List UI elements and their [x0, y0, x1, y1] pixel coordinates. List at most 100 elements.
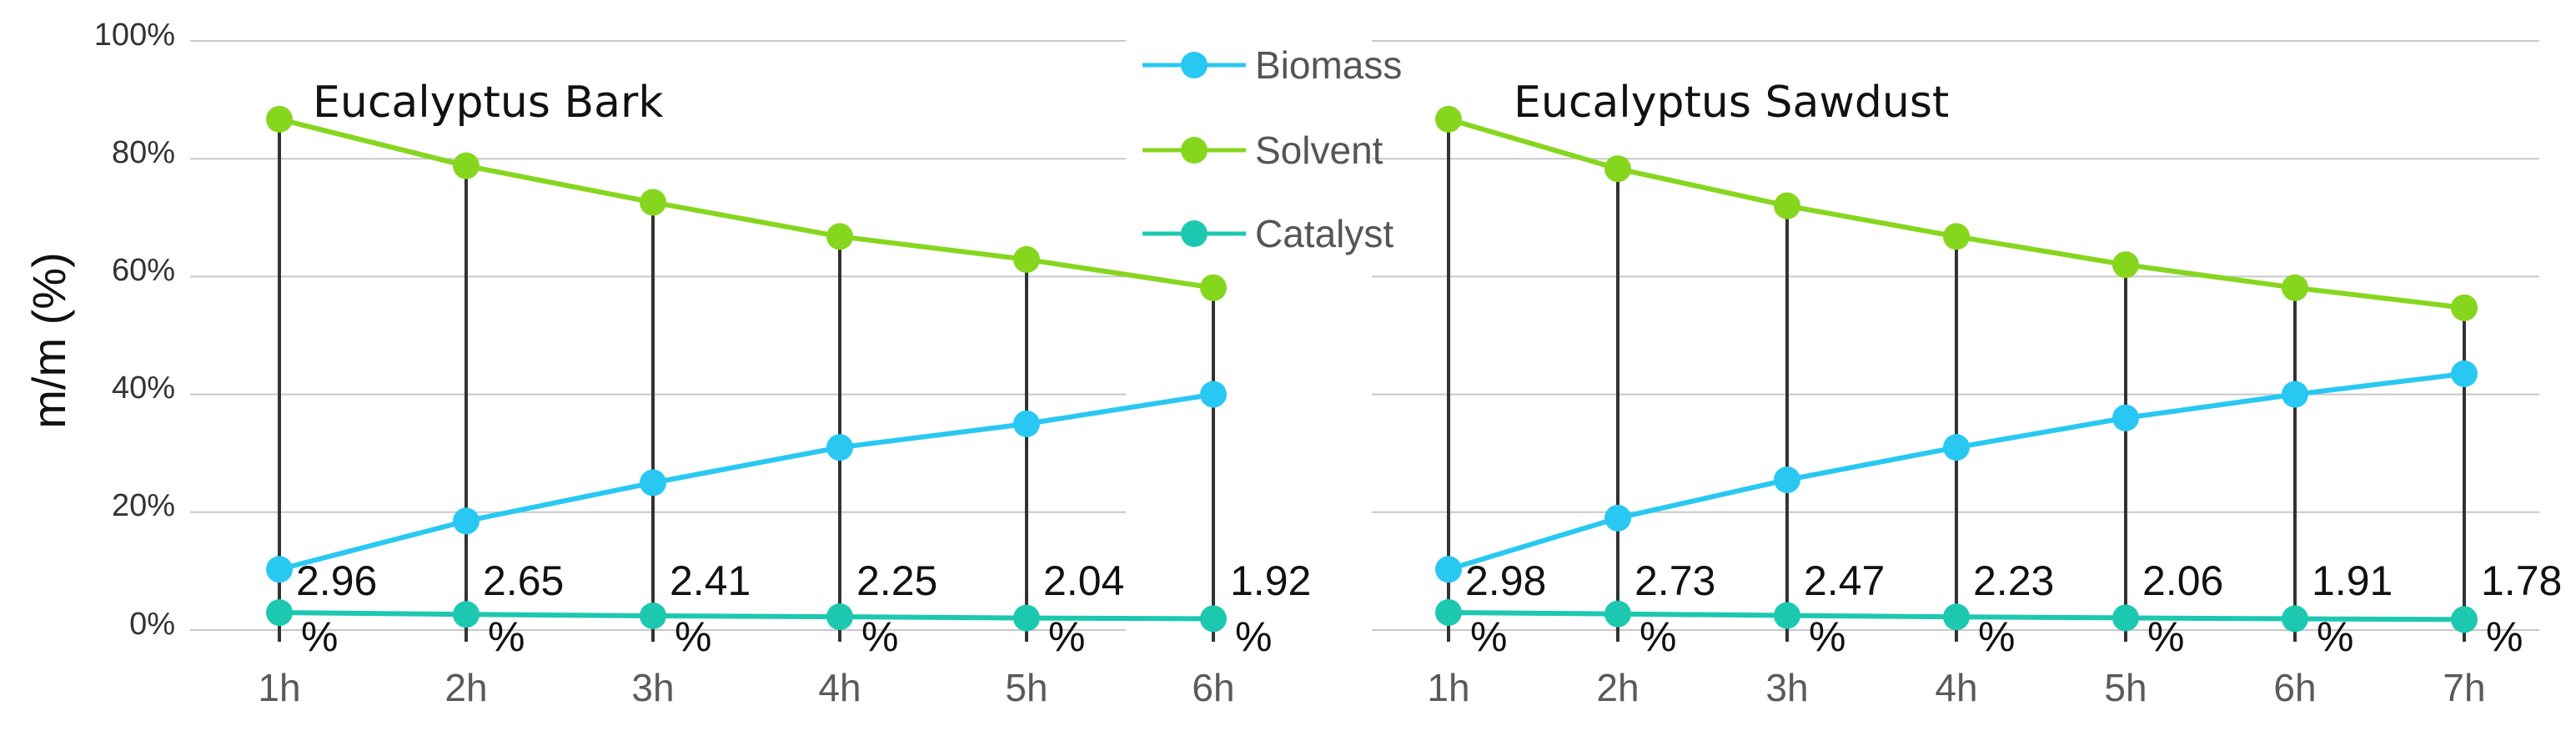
catalyst-value-unit: % — [1470, 613, 1507, 660]
data-point-solvent — [2451, 294, 2478, 321]
series-line-biomass — [279, 391, 1214, 572]
data-point-solvent — [1943, 223, 1970, 250]
data-point-biomass — [640, 469, 666, 497]
data-point-biomass — [1013, 410, 1040, 437]
data-point-biomass — [826, 434, 853, 461]
data-point-catalyst — [266, 599, 293, 627]
catalyst-value-label: 2.25 — [856, 557, 937, 604]
data-point-catalyst — [1604, 600, 1631, 628]
chart-panel-sawdust: Eucalyptus Sawdust 1h 2h 3h 4h 5h 6h 7h 2.98% 2.7… — [1372, 40, 2562, 709]
catalyst-value-label: 1.91 — [2312, 557, 2393, 604]
data-point-catalyst — [826, 603, 853, 631]
x-tick-label: 7h — [2443, 666, 2485, 709]
catalyst-value-unit: % — [1978, 613, 2015, 660]
catalyst-value-unit: % — [301, 613, 338, 660]
chart-panel-bark: Eucalyptus Bark 1h 2h 3h 4h 5h 6h 2.96% 2.65% 2.4… — [190, 40, 1311, 709]
catalyst-value-unit: % — [675, 613, 711, 660]
y-tick-labels: 0% 20% 40% 60% 80% 100% — [94, 18, 175, 642]
data-point-biomass — [266, 556, 293, 583]
catalyst-value-label: 2.04 — [1043, 557, 1124, 604]
legend-swatch-marker — [1181, 137, 1208, 164]
data-point-catalyst — [640, 602, 666, 629]
x-tick-label: 2h — [444, 666, 487, 709]
data-point-catalyst — [1013, 604, 1040, 632]
data-point-catalyst — [2282, 605, 2308, 633]
legend-swatch-marker — [1181, 220, 1208, 247]
data-point-catalyst — [1943, 603, 1970, 631]
data-point-biomass — [1200, 381, 1227, 408]
y-tick-label: 60% — [112, 253, 175, 288]
catalyst-value-unit: % — [2317, 613, 2353, 660]
data-point-catalyst — [2451, 606, 2478, 633]
catalyst-value-unit: % — [2147, 613, 2184, 660]
catalyst-value-unit: % — [1048, 613, 1085, 660]
data-point-solvent — [826, 223, 853, 250]
data-point-solvent — [1774, 192, 1800, 219]
catalyst-value-label: 2.65 — [483, 557, 564, 604]
x-tick-label: 3h — [631, 666, 674, 709]
y-axis-label: m/m (%) — [23, 252, 75, 429]
legend-entry-biomass: Biomass — [1142, 43, 1402, 87]
data-point-catalyst — [453, 601, 480, 628]
legend-entry-solvent: Solvent — [1142, 129, 1383, 172]
data-point-biomass — [2112, 404, 2139, 431]
series-line-solvent — [279, 116, 1214, 290]
legend: Biomass Solvent Catalyst — [1142, 43, 1402, 255]
data-point-biomass — [1435, 556, 1462, 583]
x-tick-label: 1h — [258, 666, 300, 709]
y-tick-label: 0% — [129, 607, 175, 642]
catalyst-value-label: 2.98 — [1465, 557, 1546, 604]
chart-title: Eucalyptus Bark — [313, 78, 664, 128]
catalyst-value-unit: % — [861, 613, 898, 660]
catalyst-value-label: 1.78 — [2481, 557, 2562, 604]
data-point-biomass — [1943, 434, 1970, 461]
data-point-solvent — [2112, 251, 2139, 279]
catalyst-value-label: 2.96 — [296, 557, 377, 604]
data-point-solvent — [266, 105, 293, 133]
chart-title: Eucalyptus Sawdust — [1514, 78, 1949, 128]
catalyst-value-unit: % — [1640, 613, 1676, 660]
x-tick-label: 2h — [1596, 666, 1639, 709]
data-point-catalyst — [1435, 598, 1462, 626]
data-point-solvent — [2282, 274, 2308, 301]
legend-swatch-marker — [1181, 52, 1208, 78]
x-tick-label: 1h — [1427, 666, 1469, 709]
x-tick-label: 6h — [2273, 666, 2316, 709]
data-point-catalyst — [1774, 602, 1800, 629]
legend-label-biomass: Biomass — [1255, 43, 1402, 87]
catalyst-value-unit: % — [1809, 613, 1845, 660]
catalyst-value-unit: % — [488, 613, 525, 660]
x-tick-label: 3h — [1765, 666, 1808, 709]
catalyst-value-label: 2.41 — [670, 557, 751, 604]
catalyst-value-unit: % — [2486, 613, 2523, 660]
y-tick-label: 80% — [112, 135, 175, 170]
data-point-solvent — [1435, 105, 1462, 133]
y-tick-label: 100% — [94, 18, 175, 53]
legend-entry-catalyst: Catalyst — [1142, 212, 1393, 255]
series-line-catalyst — [279, 610, 1214, 622]
data-point-biomass — [453, 507, 480, 535]
data-point-biomass — [1774, 466, 1800, 493]
x-tick-label: 5h — [2104, 666, 2147, 709]
catalyst-value-label: 1.92 — [1230, 557, 1311, 604]
catalyst-value-label: 2.06 — [2142, 557, 2223, 604]
data-point-solvent — [1200, 274, 1227, 301]
data-point-biomass — [2451, 360, 2478, 387]
data-point-solvent — [1013, 245, 1040, 273]
x-tick-label: 5h — [1005, 666, 1047, 709]
legend-label-solvent: Solvent — [1255, 129, 1383, 172]
data-point-solvent — [640, 189, 666, 216]
x-tick-label: 4h — [1935, 666, 1977, 709]
catalyst-value-label: 2.73 — [1634, 557, 1715, 604]
catalyst-value-unit: % — [1235, 613, 1272, 660]
data-point-solvent — [453, 152, 480, 179]
y-tick-label: 20% — [112, 488, 175, 523]
catalyst-value-label: 2.47 — [1804, 557, 1885, 604]
x-tick-label: 4h — [818, 666, 861, 709]
catalyst-value-label: 2.23 — [1973, 557, 2054, 604]
data-point-solvent — [1604, 155, 1631, 183]
data-point-catalyst — [2112, 604, 2139, 632]
y-tick-label: 40% — [112, 371, 175, 406]
